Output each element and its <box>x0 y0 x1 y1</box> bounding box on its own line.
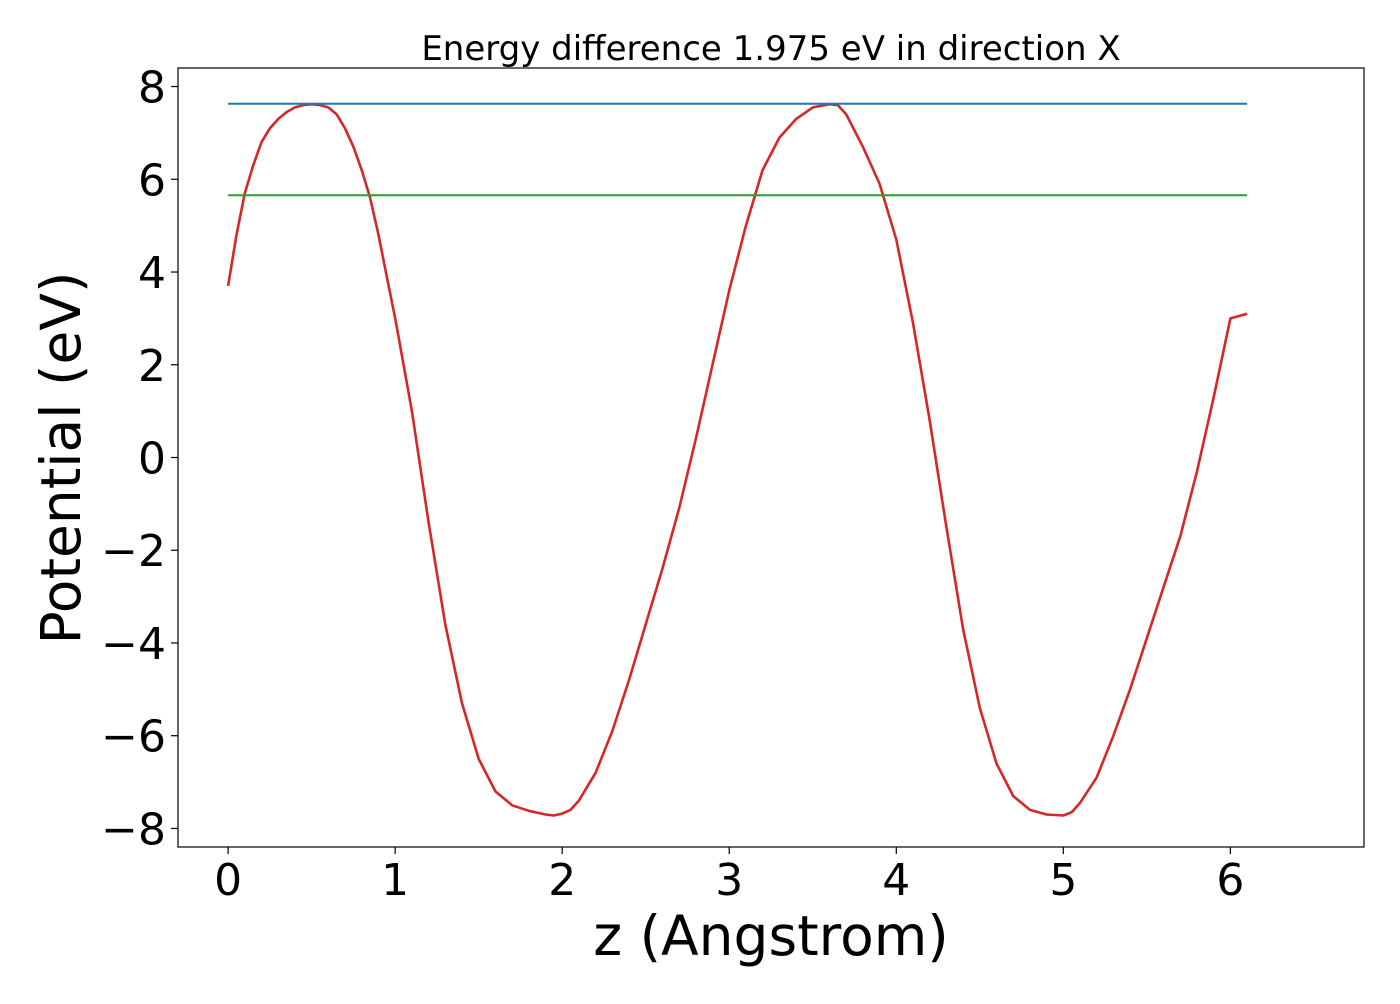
y-tick-label: 2 <box>138 341 166 392</box>
axes: 0 1 2 3 4 5 6 8 6 4 2 0 −2 −4 −6 −8 <box>101 63 1365 906</box>
y-axis-label: Potential (eV) <box>29 272 93 645</box>
x-tick-label: 5 <box>1049 855 1077 906</box>
y-tick-label: −6 <box>101 712 166 763</box>
chart-title: Energy difference 1.975 eV in direction … <box>421 29 1120 69</box>
x-tick-label: 4 <box>882 855 910 906</box>
y-tick-label: 0 <box>138 434 166 485</box>
axes-frame <box>177 67 1365 848</box>
plot-area <box>226 102 1248 817</box>
x-tick-label: 3 <box>715 855 743 906</box>
y-tick-label: −8 <box>101 804 166 855</box>
x-tick-label: 6 <box>1216 855 1244 906</box>
y-tick-label: 8 <box>138 63 166 114</box>
x-tick-label: 1 <box>381 855 409 906</box>
y-tick-label: −4 <box>101 619 166 670</box>
series-line-0 <box>226 102 1248 817</box>
y-tick-label: 4 <box>138 248 166 299</box>
x-tick-label: 2 <box>548 855 576 906</box>
x-tick-label: 0 <box>214 855 242 906</box>
y-tick-label: −2 <box>101 526 166 577</box>
x-axis-label: z (Angstrom) <box>593 904 949 968</box>
y-tick-label: 6 <box>138 155 166 206</box>
